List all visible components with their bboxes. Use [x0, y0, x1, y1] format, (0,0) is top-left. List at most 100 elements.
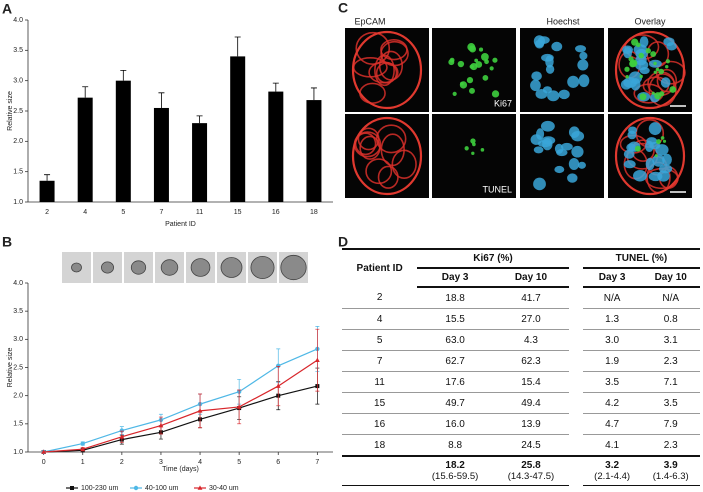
- y-tick-label: 3.5: [13, 308, 23, 315]
- x-tick-label: 7: [315, 459, 319, 466]
- value-cell: 49.7: [417, 392, 494, 414]
- y-tick-label: 4.0: [13, 17, 23, 24]
- spacer: [569, 351, 583, 372]
- y-tick-label: 2.0: [13, 138, 23, 145]
- value-cell: 62.7: [417, 350, 494, 372]
- summary-range: (15.6-59.5): [431, 471, 479, 482]
- nucleus: [639, 67, 650, 75]
- value-cell: 0.8: [641, 308, 700, 330]
- y-axis-title: Relative size: [7, 348, 14, 388]
- ki67-signal: [481, 53, 489, 61]
- ki67-signal: [478, 47, 484, 52]
- error-bar: [44, 174, 51, 181]
- value-cell: 63.0: [417, 329, 494, 351]
- x-tick-label: 2: [45, 209, 49, 216]
- row-label: Ki67: [494, 98, 512, 108]
- x-axis-title: Time (days): [162, 466, 199, 473]
- x-tick-label: 18: [310, 209, 318, 216]
- patient-id: 5: [342, 329, 418, 351]
- nucleus: [626, 143, 636, 152]
- ki67-signal: [655, 67, 660, 72]
- ki67-signal: [639, 93, 647, 101]
- tunel-signal: [662, 139, 667, 143]
- y-tick-label: 3.5: [13, 47, 23, 54]
- nucleus: [635, 54, 647, 66]
- organoid: [250, 255, 275, 279]
- summary-blank: [342, 455, 418, 486]
- y-tick-label: 2.5: [13, 108, 23, 115]
- membrane-stain: [355, 31, 391, 65]
- marker: [236, 404, 242, 409]
- value-cell: 49.4: [493, 392, 569, 414]
- organoid: [130, 260, 147, 275]
- header-cell: Patient ID: [342, 248, 418, 287]
- patient-id: 18: [342, 434, 418, 457]
- table-row: 18 8.8 24.5 4.1 2.3: [342, 434, 700, 457]
- membrane-stain: [374, 54, 395, 87]
- value-cell: 1.3: [582, 308, 642, 330]
- spacer: [569, 287, 583, 309]
- nucleus: [533, 146, 544, 154]
- tunel-signal: [656, 139, 662, 145]
- ki67-signal: [654, 92, 662, 100]
- nucleus: [623, 77, 638, 88]
- marker: [41, 449, 47, 454]
- value-cell: 4.3: [493, 329, 569, 351]
- value-cell: 13.9: [493, 413, 569, 435]
- nucleus: [578, 74, 590, 88]
- marker: [158, 422, 164, 428]
- table-row: 2 18.8 41.7 N/A N/A: [342, 287, 700, 309]
- nucleus: [623, 149, 635, 159]
- spacer: [569, 330, 583, 351]
- organoid: [220, 257, 243, 278]
- nucleus: [545, 55, 554, 68]
- y-tick-label: 3.0: [13, 336, 23, 343]
- value-cell: 3.5: [641, 392, 700, 414]
- nucleus: [530, 79, 541, 92]
- spacer: [569, 268, 583, 287]
- value-cell: 1.9: [582, 350, 642, 372]
- bar: [77, 97, 93, 202]
- nucleus: [628, 126, 638, 135]
- tunel-signal: [472, 142, 476, 147]
- nucleus: [547, 90, 560, 102]
- nucleus: [571, 130, 585, 142]
- value-cell: 2.3: [641, 350, 700, 372]
- nucleus: [663, 37, 675, 47]
- organoid: [101, 261, 115, 274]
- ki67-signal: [469, 64, 474, 69]
- x-tick-label: 5: [121, 209, 125, 216]
- ki67-signal: [639, 74, 643, 79]
- value-cell: 7.1: [641, 371, 700, 393]
- summary-cell: 3.2 (2.1-4.4): [582, 455, 642, 486]
- column-header: EpCAM: [354, 16, 385, 26]
- marker: [275, 383, 281, 388]
- summary-row: 18.2 (15.6-59.5) 25.8 (14.3-47.5) 3.2 (2.1-4.…: [342, 455, 700, 486]
- table-row: 5 63.0 4.3 3.0 3.1: [342, 329, 700, 351]
- membrane-outline: [614, 30, 686, 110]
- nucleus: [648, 122, 662, 136]
- ki67-signal: [665, 59, 670, 64]
- patient-id: 16: [342, 413, 418, 435]
- bar: [153, 107, 169, 202]
- ki67-signal: [448, 59, 455, 66]
- ki67-signal: [625, 74, 629, 79]
- nucleus: [551, 41, 563, 52]
- x-tick-label: 7: [159, 209, 163, 216]
- micrograph: [432, 114, 516, 198]
- ki67-signal: [650, 51, 657, 58]
- table-body: 2 18.8 41.7 N/A N/A 4 15.5 27.0 1.3 0.8 5 63.0 4.3 3.…: [342, 287, 700, 486]
- value-cell: 15.4: [493, 371, 569, 393]
- membrane-outline: [351, 116, 423, 196]
- nucleus: [540, 120, 555, 132]
- nucleus: [646, 137, 658, 145]
- error-bar: [158, 92, 165, 108]
- nucleus: [530, 134, 542, 145]
- value-cell: N/A: [641, 287, 700, 309]
- column-header: Overlay: [634, 16, 666, 26]
- ki67-signal: [452, 91, 457, 96]
- value-cell: 16.0: [417, 413, 494, 435]
- x-axis-title: Patient ID: [165, 221, 196, 228]
- organoid: [280, 254, 307, 281]
